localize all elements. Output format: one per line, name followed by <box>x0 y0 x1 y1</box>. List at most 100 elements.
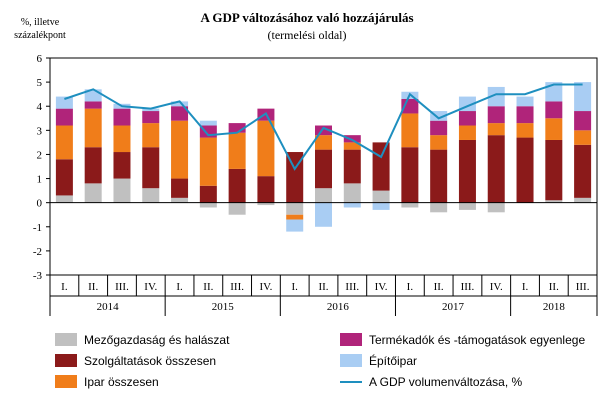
bar-segment <box>430 135 448 150</box>
bar-segment <box>228 123 246 133</box>
x-tick-label: I. <box>522 281 529 293</box>
bar-segment <box>545 101 563 119</box>
y-tick-label: 6 <box>37 53 43 65</box>
bar-segment <box>401 147 419 203</box>
legend: Mezőgazdaság és halászat Szolgáltatások ö… <box>55 333 585 389</box>
x-tick-label: III. <box>115 281 129 293</box>
y-tick-label: 3 <box>37 125 43 137</box>
bar-segment <box>286 219 304 232</box>
bar-segment <box>171 101 189 107</box>
bar-segment <box>516 123 534 138</box>
y-tick-label: 5 <box>37 77 43 89</box>
x-tick-label: IV. <box>490 281 503 293</box>
bar-segment <box>401 113 419 148</box>
x-tick-label: III. <box>230 281 244 293</box>
bar-segment <box>430 202 448 213</box>
y-tick-label: 2 <box>37 149 43 161</box>
bar-segment <box>343 202 361 208</box>
bar-segment <box>487 123 505 136</box>
bar-segment <box>430 111 448 121</box>
bar-segment <box>430 120 448 136</box>
plot-frame <box>49 57 598 276</box>
bar-segment <box>315 149 332 189</box>
bar-segment <box>487 106 505 124</box>
bar-segment <box>84 183 102 203</box>
bar-segment <box>113 108 131 126</box>
bar-segment <box>84 108 102 148</box>
bar-segment <box>113 178 131 203</box>
legend-label: Termékadók és -támogatások egyenlege <box>369 333 585 347</box>
bar-segment <box>545 200 563 203</box>
bar-segment <box>458 125 476 140</box>
x-tick-label: I. <box>61 281 68 293</box>
y-tick-label: 1 <box>37 174 43 186</box>
bar-segment <box>545 139 563 201</box>
bar-segment <box>142 188 160 203</box>
legend-label: A GDP volumenváltozása, % <box>369 375 523 389</box>
bar-segment <box>171 120 189 179</box>
legend-swatch <box>55 354 77 367</box>
year-label: 2018 <box>543 301 566 313</box>
bar-segment <box>315 202 332 227</box>
plot-area: 6 5 4 3 2 1 0 -1 -2 -3 I. II. III. IV. I. II. III. IV. I. I… <box>33 53 598 316</box>
bar-segment <box>199 202 217 208</box>
x-tick-label: II. <box>203 281 213 293</box>
bar-segment <box>372 190 390 203</box>
y-tick-label: -2 <box>33 246 42 258</box>
bar-segment <box>55 195 73 203</box>
bar-segment <box>228 132 246 169</box>
x-tick-label: III. <box>345 281 359 293</box>
bar-segment <box>458 139 476 203</box>
bar-segment <box>516 137 534 203</box>
bar-segment <box>199 120 217 126</box>
bar-segment <box>574 130 592 145</box>
bar-segment <box>487 202 505 213</box>
bar-segment <box>84 101 102 109</box>
legend-label: Mezőgazdaság és halászat <box>84 333 230 347</box>
bar-segment <box>286 202 304 215</box>
x-tick-label: II. <box>318 281 328 293</box>
bar-segment <box>315 125 332 136</box>
bar-segment <box>343 142 361 150</box>
bar-segment <box>574 144 592 198</box>
x-tick-label: IV. <box>259 281 272 293</box>
bar-segment <box>142 108 160 112</box>
bar-segment <box>55 96 73 109</box>
bar-segment <box>142 123 160 148</box>
bar-segment <box>574 82 592 112</box>
year-label: 2017 <box>442 301 465 313</box>
gdp-line <box>64 83 583 171</box>
bar-segment <box>257 202 275 206</box>
bar-segment <box>401 202 419 208</box>
bar-segment <box>574 111 592 131</box>
bar-segment <box>199 137 217 186</box>
y-tick-label: 0 <box>37 198 43 210</box>
bar-segment <box>142 111 160 124</box>
bar-segment <box>343 135 361 143</box>
bar-segment <box>171 178 189 198</box>
x-tick-label: I. <box>176 281 183 293</box>
legend-swatch <box>340 333 362 346</box>
legend-swatch <box>55 375 77 388</box>
bar-segment <box>286 152 304 203</box>
bar-segment <box>516 106 534 124</box>
bar-segment <box>343 149 361 184</box>
bar-segment <box>55 108 73 126</box>
chart-title: A GDP változásához való hozzájárulás <box>200 10 413 25</box>
legend-swatch <box>340 354 362 367</box>
y-unit-line-1: %, illetve <box>21 17 60 28</box>
bar-segment <box>430 149 448 203</box>
x-tick-label: IV. <box>375 281 388 293</box>
bar-segment <box>286 214 304 220</box>
year-label: 2016 <box>327 301 350 313</box>
bar-segment <box>487 135 505 203</box>
bar-segment <box>487 86 505 107</box>
bar-segment <box>228 168 246 203</box>
bar-segment <box>171 106 189 121</box>
bar-segment <box>171 197 189 203</box>
bar-segment <box>315 135 332 150</box>
x-tick-label: III. <box>461 281 475 293</box>
x-tick-label: I. <box>407 281 414 293</box>
y-unit-line-2: százalékpont <box>14 30 66 41</box>
year-label: 2014 <box>97 301 120 313</box>
